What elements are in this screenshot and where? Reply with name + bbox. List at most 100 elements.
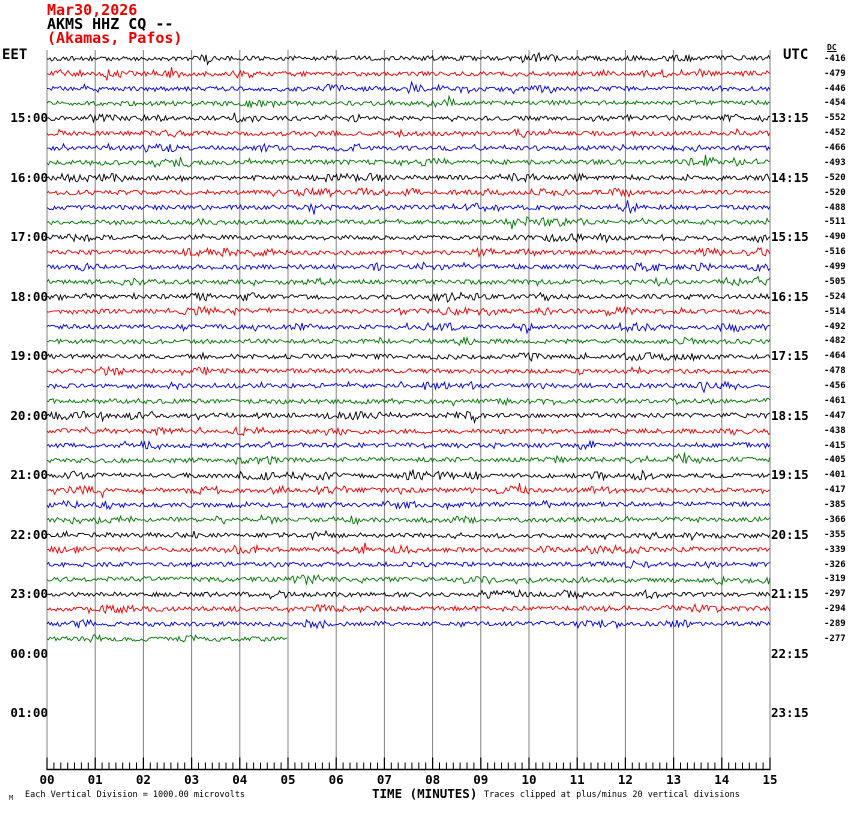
- eet-time-label: 18:00: [10, 288, 48, 304]
- header-location: (Akamas, Pafos): [47, 29, 183, 47]
- seismo-trace: [46, 275, 771, 287]
- x-axis-tick-label: 03: [184, 772, 200, 787]
- dc-offset-value: -417: [824, 485, 846, 496]
- dc-offset-value: -446: [824, 83, 846, 94]
- dc-offset-value: -297: [824, 589, 846, 600]
- dc-offset-value: -355: [824, 529, 846, 540]
- utc-time-label: 15:15: [771, 229, 809, 245]
- dc-offset-value: -319: [824, 574, 846, 585]
- x-axis-tick-label: 06: [328, 772, 344, 787]
- seismo-trace: [46, 112, 771, 124]
- x-axis-tick-label: 00: [39, 772, 55, 787]
- dc-offset-value: -366: [824, 514, 846, 525]
- seismo-trace: [46, 633, 288, 643]
- x-axis-tick-label: 08: [425, 772, 441, 787]
- seismo-trace: [46, 380, 771, 394]
- x-axis-tick-label: 02: [135, 772, 151, 787]
- dc-offset-value: -405: [824, 455, 846, 466]
- dc-offset-value: -466: [824, 143, 846, 154]
- seismo-trace: [46, 335, 771, 347]
- x-axis-title: TIME (MINUTES): [372, 786, 478, 801]
- seismo-trace: [46, 172, 771, 184]
- seismo-trace: [46, 529, 771, 542]
- seismo-trace: [46, 80, 771, 95]
- seismo-trace: [46, 602, 771, 615]
- eet-time-label: 15:00: [10, 110, 48, 126]
- x-axis-tick-label: 15: [762, 772, 778, 787]
- seismo-trace: [46, 232, 771, 244]
- scale-note: Each Vertical Division = 1000.00 microvo…: [25, 790, 246, 800]
- dc-offset-value: -401: [824, 470, 846, 481]
- utc-time-label: 13:15: [771, 110, 809, 126]
- dc-offset-value: -452: [824, 128, 846, 139]
- dc-offset-value: -514: [824, 306, 846, 317]
- utc-time-label: 22:15: [771, 645, 809, 661]
- right-timezone-label: UTC: [783, 47, 809, 63]
- seismo-trace: [46, 305, 771, 317]
- seismo-trace: [46, 154, 771, 169]
- dc-offset-value: -482: [824, 336, 846, 347]
- dc-offset-value: -464: [824, 351, 846, 362]
- utc-time-label: 20:15: [771, 526, 809, 542]
- dc-offset-value: -416: [824, 53, 846, 64]
- dc-offset-value: -456: [824, 381, 846, 392]
- seismo-trace: [46, 216, 771, 230]
- seismo-trace: [47, 588, 771, 600]
- dc-offset-value: -499: [824, 262, 846, 273]
- seismo-trace: [46, 513, 771, 526]
- eet-time-label: 22:00: [10, 526, 48, 542]
- watermark-mark: M: [9, 794, 14, 802]
- utc-time-label: 14:15: [771, 169, 809, 185]
- eet-time-label: 19:00: [10, 348, 48, 364]
- dc-offset-value: -277: [824, 633, 846, 644]
- dc-offset-value: -438: [824, 425, 846, 436]
- seismo-trace: [47, 365, 771, 377]
- eet-time-label: 16:00: [10, 169, 48, 185]
- dc-offset-value: -520: [824, 172, 846, 183]
- x-axis-tick-label: 01: [87, 772, 103, 787]
- utc-time-label: 17:15: [771, 348, 809, 364]
- dc-offset-value: -339: [824, 544, 846, 555]
- utc-time-label: 21:15: [771, 586, 809, 602]
- seismo-trace: [46, 397, 771, 407]
- header-date: Mar30,2026: [47, 1, 138, 19]
- x-axis-tick-label: 11: [569, 772, 585, 787]
- dc-offset-value: -488: [824, 202, 846, 213]
- x-axis-tick-label: 07: [376, 772, 392, 787]
- dc-offset-value: -492: [824, 321, 846, 332]
- seismo-trace: [46, 410, 771, 425]
- x-axis-tick-label: 12: [617, 772, 633, 787]
- dc-offset-value: -552: [824, 113, 846, 124]
- dc-offset-value: -415: [824, 440, 846, 451]
- seismo-trace: [46, 426, 771, 437]
- dc-offset-value: -524: [824, 291, 846, 302]
- dc-offset-value: -490: [824, 232, 846, 243]
- seismo-trace: [46, 499, 771, 511]
- seismo-trace: [46, 351, 771, 362]
- dc-offset-value: -478: [824, 366, 846, 377]
- seismo-trace: [46, 483, 771, 499]
- seismo-trace: [46, 51, 771, 66]
- seismo-trace: [46, 127, 771, 139]
- dc-offset-value: -516: [824, 247, 846, 258]
- dc-offset-value: -294: [824, 604, 846, 615]
- seismo-trace: [46, 574, 771, 586]
- eet-time-label: 20:00: [10, 407, 48, 423]
- seismo-trace: [46, 542, 771, 555]
- dc-offset-value: -447: [824, 410, 846, 421]
- dc-column-header: DC: [827, 43, 837, 52]
- seismo-trace: [46, 200, 771, 215]
- seismo-trace: [46, 291, 771, 303]
- dc-offset-value: -454: [824, 98, 846, 109]
- seismo-trace: [46, 560, 771, 569]
- dc-offset-value: -493: [824, 157, 846, 168]
- left-timezone-label: EET: [2, 47, 28, 63]
- seismo-trace: [46, 452, 771, 466]
- seismo-trace: [46, 618, 771, 630]
- dc-offset-value: -385: [824, 500, 846, 511]
- dc-offset-value: -289: [824, 619, 846, 630]
- dc-offset-value: -479: [824, 68, 846, 79]
